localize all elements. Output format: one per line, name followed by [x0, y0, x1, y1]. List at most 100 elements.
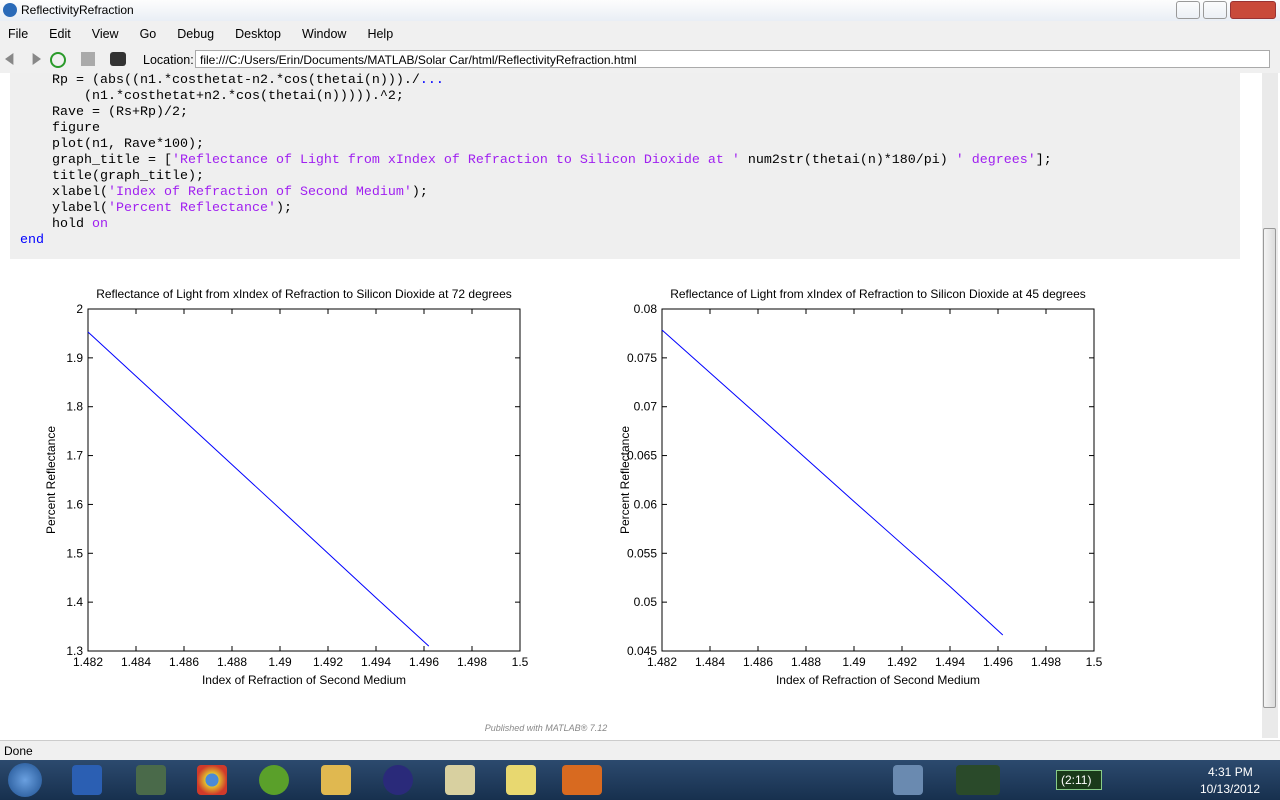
url-field[interactable]: file:///C:/Users/Erin/Documents/MATLAB/S…: [195, 50, 1270, 68]
x-tick-label: 1.486: [169, 655, 199, 669]
code-token: figure: [20, 121, 100, 136]
menu-item[interactable]: Go: [139, 27, 157, 41]
y-tick-label: 0.07: [634, 400, 658, 414]
menu-item[interactable]: Edit: [49, 27, 71, 41]
x-tick-label: 1.496: [409, 655, 439, 669]
x-tick-label: 1.49: [268, 655, 292, 669]
code-token: plot(n1, Rave*100);: [20, 137, 204, 152]
code-token: ...: [419, 73, 444, 88]
y-tick-label: 1.9: [66, 351, 83, 365]
code-token: ylabel(: [20, 201, 108, 216]
x-tick-label: 1.494: [361, 655, 391, 669]
tray-app-icon[interactable]: [893, 765, 923, 795]
refresh-button[interactable]: [50, 52, 66, 68]
data-line: [87, 331, 430, 647]
x-tick-label: 1.492: [887, 655, 917, 669]
code-line: Rave = (Rs+Rp)/2;: [20, 105, 188, 121]
forward-button[interactable]: [32, 53, 41, 65]
code-token: end: [20, 233, 44, 248]
scroll-thumb[interactable]: [1263, 228, 1276, 708]
x-tick-label: 1.482: [73, 655, 103, 669]
code-line: plot(n1, Rave*100);: [20, 137, 204, 153]
back-button[interactable]: [5, 53, 14, 65]
code-token: ' degrees': [955, 153, 1036, 168]
plot-area: [661, 308, 1095, 652]
x-tick-label: 1.484: [695, 655, 725, 669]
menu-bar: File Edit View Go Debug Desktop Window Help: [0, 21, 1280, 47]
code-block: Rp = (abs((n1.*costhetat-n2.*cos(thetai(…: [10, 73, 1240, 259]
y-tick-label: 0.045: [627, 644, 657, 658]
taskbar: (2:11) 4:31 PM 10/13/2012: [0, 760, 1280, 800]
code-line: graph_title = ['Reflectance of Light fro…: [20, 153, 1052, 169]
code-token: title(graph_title);: [20, 169, 204, 184]
start-button[interactable]: [8, 763, 42, 797]
scrollbar[interactable]: [1262, 73, 1278, 738]
code-token: 'Reflectance of Light from xIndex of Ref…: [171, 153, 740, 168]
x-tick-label: 1.492: [313, 655, 343, 669]
maximize-button[interactable]: [1203, 1, 1227, 19]
app-icon: [3, 3, 17, 17]
code-line: figure: [20, 121, 100, 137]
menu-item[interactable]: Window: [301, 27, 347, 41]
x-tick-label: 1.488: [791, 655, 821, 669]
x-tick-label: 1.494: [935, 655, 965, 669]
title-bar: ReflectivityRefraction: [0, 0, 1280, 21]
x-tick-label: 1.5: [1086, 655, 1103, 669]
chart-title: Reflectance of Light from xIndex of Refr…: [96, 287, 512, 301]
matlab-icon[interactable]: [562, 765, 602, 795]
y-tick-label: 0.055: [627, 546, 657, 560]
menu-item[interactable]: Debug: [177, 27, 215, 41]
x-tick-label: 1.484: [121, 655, 151, 669]
code-token: xlabel(: [20, 185, 108, 200]
status-text: Done: [4, 744, 33, 758]
menu-item[interactable]: Help: [367, 27, 394, 41]
signal-icon[interactable]: [956, 765, 1000, 795]
chrome-icon[interactable]: [197, 765, 227, 795]
charts: Published with MATLAB® 7.12 1.482 1.484 1.…: [44, 287, 1103, 733]
code-line: Rp = (abs((n1.*costhetat-n2.*cos(thetai(…: [20, 73, 444, 89]
word-icon[interactable]: [72, 765, 102, 795]
find-button[interactable]: [110, 52, 126, 66]
y-tick-label: 0.075: [627, 351, 657, 365]
y-axis-label: Percent Reflectance: [618, 426, 632, 534]
code-token: (n1.*costhetat+n2.*cos(thetai(n))))).^2;: [20, 89, 404, 104]
code-token: );: [411, 185, 428, 200]
y-tick-label: 2: [76, 302, 83, 316]
x-tick-label: 1.5: [512, 655, 529, 669]
x-tick-label: 1.488: [217, 655, 247, 669]
x-tick-label: 1.498: [457, 655, 487, 669]
code-token: );: [275, 201, 292, 216]
code-line: hold on: [20, 217, 108, 233]
eclipse-icon[interactable]: [383, 765, 413, 795]
minimize-button[interactable]: [1176, 1, 1200, 19]
print-button[interactable]: [81, 52, 95, 66]
y-axis-label: Percent Reflectance: [44, 426, 58, 534]
menu-item[interactable]: View: [91, 27, 119, 41]
data-line: [661, 329, 1004, 636]
y-tick-label: 0.065: [627, 449, 657, 463]
clock-time[interactable]: 4:31 PM: [1208, 765, 1253, 779]
explorer-icon[interactable]: [321, 765, 351, 795]
paint-icon[interactable]: [445, 765, 475, 795]
chart-title: Reflectance of Light from xIndex of Refr…: [670, 287, 1086, 301]
battery[interactable]: (2:11): [1056, 770, 1102, 790]
location-label: Location:: [143, 53, 194, 67]
y-tick-label: 0.06: [634, 497, 658, 511]
monitor-icon[interactable]: [136, 765, 166, 795]
clock-date[interactable]: 10/13/2012: [1200, 782, 1261, 796]
y-tick-label: 1.4: [66, 595, 83, 609]
menu-item[interactable]: Desktop: [235, 27, 281, 41]
y-tick-label: 1.7: [66, 449, 83, 463]
menu-item[interactable]: File: [8, 27, 29, 41]
code-token: 'Index of Refraction of Second Medium': [107, 185, 412, 200]
notes-icon[interactable]: [506, 765, 536, 795]
spotify-icon[interactable]: [259, 765, 289, 795]
x-tick-label: 1.496: [983, 655, 1013, 669]
toolbar: Location: file:///C:/Users/Erin/Document…: [0, 47, 1280, 73]
y-tick-label: 1.5: [66, 546, 83, 560]
code-token: num2str(thetai(n)*180/pi): [739, 153, 956, 168]
code-line: xlabel('Index of Refraction of Second Me…: [20, 185, 428, 201]
close-button[interactable]: [1230, 1, 1276, 19]
y-tick-label: 1.6: [66, 497, 83, 511]
